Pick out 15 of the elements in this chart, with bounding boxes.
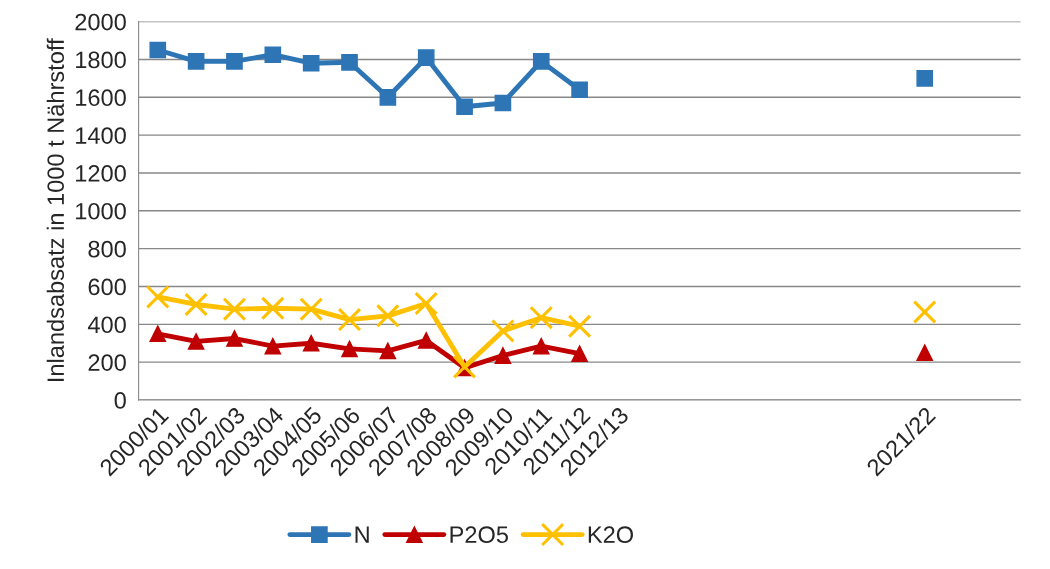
- y-tick-label: 200: [88, 354, 126, 371]
- y-tick-label: 1400: [76, 127, 126, 144]
- y-tick-label: 1800: [76, 51, 126, 69]
- y-tick-label: 600: [88, 278, 126, 296]
- y-tick-label: 400: [87, 316, 126, 334]
- y-axis-title: Inlandsabsatz in 1000 t Nährstoff: [46, 38, 65, 382]
- legend-label: K2O: [588, 526, 633, 544]
- y-tick-label: 800: [88, 240, 126, 258]
- y-tick-label: 1200: [76, 165, 126, 182]
- y-tick-label: 0: [114, 392, 126, 409]
- y-tick-label: 2000: [75, 13, 126, 31]
- y-tick-label: 1600: [76, 89, 126, 107]
- legend-label: N: [355, 526, 369, 543]
- legend-label: P2O5: [450, 526, 508, 544]
- y-tick-label: 1000: [76, 202, 126, 220]
